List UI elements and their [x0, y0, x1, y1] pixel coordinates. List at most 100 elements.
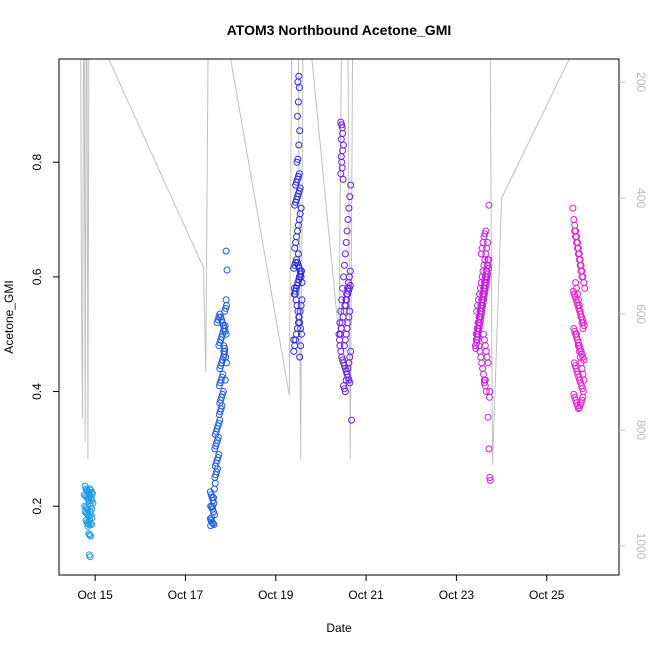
data-point [482, 388, 490, 395]
data-point [341, 388, 349, 395]
series-2 [206, 247, 231, 530]
data-point [291, 342, 299, 350]
data-point [347, 347, 355, 355]
data-point [346, 267, 354, 275]
data-point [580, 376, 588, 384]
data-point [338, 158, 346, 166]
series-3 [290, 72, 306, 361]
data-point [340, 141, 347, 149]
y-axis-label: Acetone_GMI [2, 280, 16, 353]
data-point [221, 327, 229, 335]
data-point [88, 490, 96, 498]
data-point [570, 216, 578, 223]
data-point [297, 342, 305, 350]
data-point [339, 175, 347, 183]
data-point [342, 330, 350, 338]
data-point [485, 445, 493, 453]
data-point [294, 112, 301, 120]
data-point [295, 273, 303, 281]
data-point [291, 244, 299, 252]
data-point [219, 390, 226, 398]
y2-tick-label: 800 [634, 420, 648, 440]
data-point [294, 155, 302, 163]
data-point [581, 284, 589, 292]
data-point [219, 388, 227, 395]
data-point [296, 353, 304, 361]
data-point [481, 342, 489, 350]
data-point [208, 518, 216, 526]
data-point [484, 256, 492, 264]
data-point [338, 296, 346, 304]
data-point [569, 204, 577, 212]
data-point [338, 121, 346, 129]
y2-tick-label: 1000 [634, 533, 648, 560]
data-point [85, 530, 93, 538]
data-point [580, 279, 588, 287]
data-point [486, 388, 494, 395]
data-point [574, 405, 582, 413]
data-point [215, 419, 223, 427]
data-point [337, 347, 345, 355]
data-point [211, 479, 219, 487]
data-point [214, 454, 222, 461]
plot-frame [58, 58, 620, 576]
y-tick-label: 0.6 [30, 268, 44, 285]
pressure-trace-layer [80, 58, 588, 465]
data-point [346, 193, 354, 201]
data-point [483, 353, 491, 361]
data-point [340, 342, 348, 350]
data-point [337, 135, 345, 143]
data-point [342, 239, 350, 246]
data-point [346, 307, 354, 315]
data-point [484, 413, 492, 421]
data-point [479, 239, 487, 246]
data-point [221, 376, 229, 384]
data-point [294, 98, 302, 106]
data-point [343, 227, 351, 235]
data-point [484, 239, 492, 246]
data-point [294, 78, 302, 86]
data-point [485, 393, 493, 401]
x-tick-label: Oct 15 [77, 588, 113, 602]
data-point [222, 330, 230, 338]
data-point [477, 250, 485, 258]
series-6 [569, 204, 589, 413]
data-point [210, 485, 218, 493]
pressure-trace-line [80, 58, 588, 465]
data-point [578, 365, 586, 373]
series-1 [80, 482, 97, 561]
data-point [222, 247, 230, 255]
x-tick-label: Oct 21 [348, 588, 384, 602]
data-point [483, 273, 491, 281]
data-point [340, 261, 348, 269]
y-tick-label: 0.2 [30, 498, 44, 515]
series-4 [335, 118, 356, 424]
data-point [486, 474, 494, 481]
data-point [484, 359, 492, 367]
data-point [479, 365, 487, 373]
data-point [344, 216, 352, 223]
x-axis: Oct 15 Oct 17 Oct 19 Oct 21 Oct 23 Oct 25 [77, 575, 565, 602]
data-point [485, 201, 493, 209]
data-point [290, 336, 298, 344]
data-point [88, 521, 95, 528]
data-point [88, 488, 95, 496]
data-point [340, 273, 347, 281]
data-point [293, 302, 301, 309]
data-point [207, 522, 215, 530]
data-point [477, 353, 485, 361]
data-point [294, 221, 302, 229]
x-tick-label: Oct 17 [168, 588, 204, 602]
data-point [480, 370, 487, 378]
data-point [339, 284, 347, 292]
data-point [486, 476, 494, 484]
data-point [295, 187, 303, 195]
data-point [84, 522, 92, 530]
data-point [210, 494, 217, 502]
data-point [210, 521, 218, 528]
data-point [219, 370, 227, 378]
data-point [295, 84, 303, 92]
data-point [298, 330, 305, 338]
data-point [347, 181, 355, 189]
data-point [296, 127, 304, 135]
